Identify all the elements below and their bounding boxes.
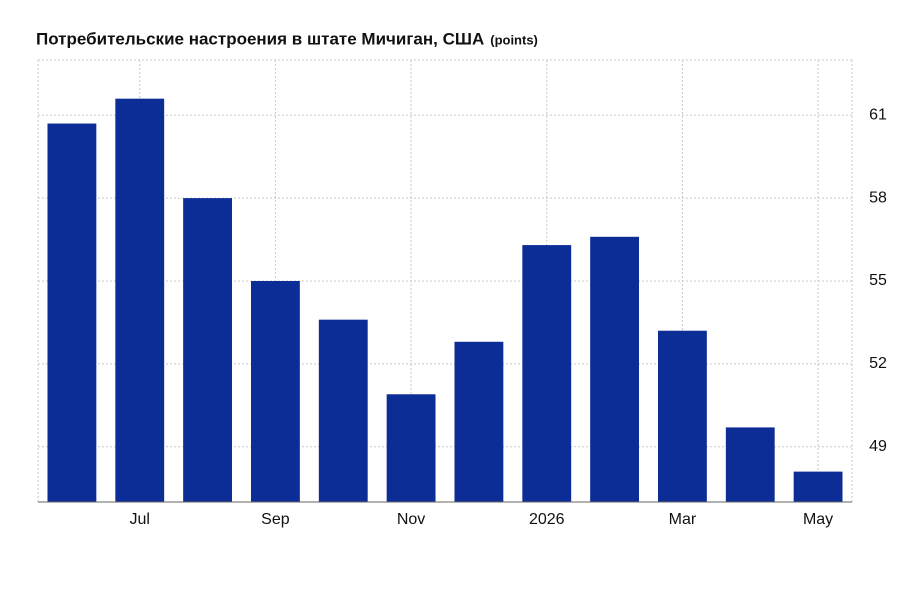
bar [183,198,233,502]
bar [250,281,300,502]
bar [115,98,165,503]
x-tick-label: 2026 [529,511,565,528]
x-tick-label: Sep [261,511,290,528]
y-tick-label: 55 [869,272,887,289]
bar [590,236,640,503]
x-tick-label: Nov [397,511,425,528]
chart-title: Потребительские настроения в штате Мичиг… [36,29,484,48]
bar [522,245,572,502]
bar [318,319,368,502]
y-tick-label: 61 [869,106,887,123]
bar [454,341,504,502]
x-tick-label: Mar [669,511,697,528]
chart-unit: (points) [490,32,538,47]
y-tick-label: 58 [869,189,887,206]
y-tick-label: 52 [869,355,887,372]
bar [793,471,843,502]
bar [47,123,97,502]
bar [657,330,707,502]
bar [725,427,775,502]
bar [386,394,436,502]
x-tick-label: May [803,511,833,528]
y-tick-label: 49 [869,438,887,455]
x-tick-label: Jul [130,511,150,528]
